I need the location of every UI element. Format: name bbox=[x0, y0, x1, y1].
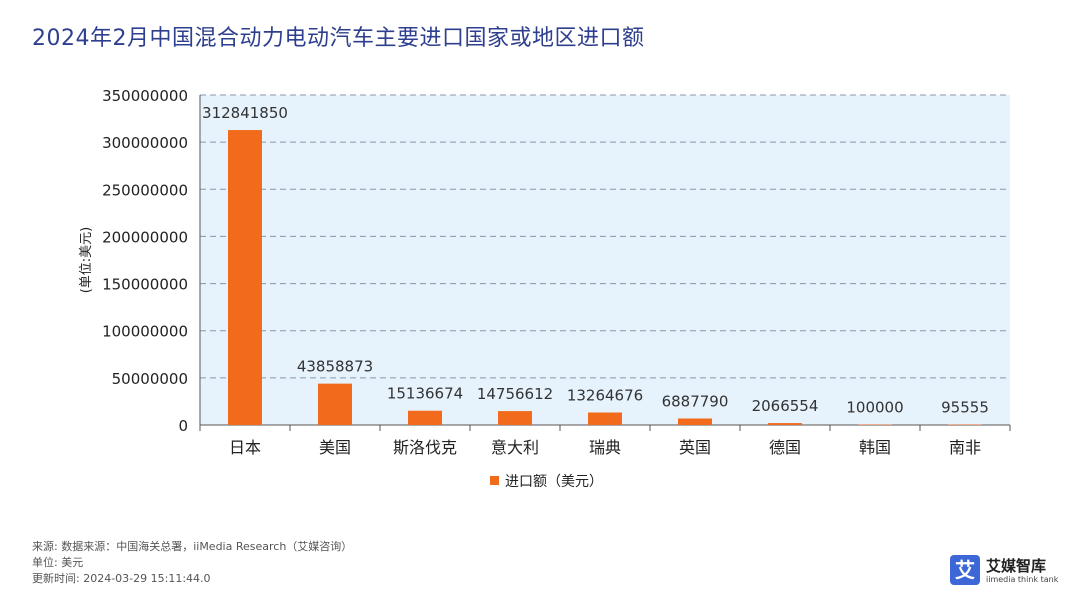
x-tick-label: 德国 bbox=[769, 438, 801, 457]
x-tick-label: 美国 bbox=[319, 438, 351, 457]
bar bbox=[858, 424, 892, 425]
y-tick-label: 300000000 bbox=[102, 134, 188, 152]
data-label: 43858873 bbox=[297, 358, 373, 376]
y-axis-title: (单位:美元) bbox=[79, 227, 94, 294]
logo-mark-icon: 艾 bbox=[950, 555, 980, 585]
bar bbox=[678, 418, 712, 425]
y-tick-label: 0 bbox=[178, 417, 188, 435]
bar bbox=[588, 412, 622, 425]
x-tick-label: 日本 bbox=[229, 438, 261, 457]
y-tick-label: 250000000 bbox=[102, 181, 188, 199]
data-label: 13264676 bbox=[567, 386, 643, 404]
footer-updated: 更新时间: 2024-03-29 15:11:44.0 bbox=[32, 572, 211, 585]
y-tick-label: 350000000 bbox=[102, 87, 188, 105]
bar-chart: 0 50000000 100000000 150000000 200000000 2500… bbox=[79, 87, 1011, 490]
bar bbox=[948, 424, 982, 425]
bar bbox=[408, 410, 442, 425]
data-label: 312841850 bbox=[202, 104, 288, 122]
data-label: 14756612 bbox=[477, 385, 553, 403]
y-tick-label: 100000000 bbox=[102, 323, 188, 341]
bar bbox=[318, 383, 352, 425]
x-tick-label: 斯洛伐克 bbox=[393, 438, 457, 457]
brand-logo: 艾 艾媒智库 iimedia think tank bbox=[950, 555, 1060, 589]
x-tick-label: 英国 bbox=[679, 438, 711, 457]
logo-subtitle: iimedia think tank bbox=[986, 575, 1059, 584]
y-tick-label: 200000000 bbox=[102, 228, 188, 246]
bar bbox=[768, 423, 802, 425]
footer-unit: 单位: 美元 bbox=[32, 556, 84, 569]
legend-swatch bbox=[490, 476, 499, 485]
data-label: 6887790 bbox=[662, 393, 729, 411]
bar bbox=[228, 130, 262, 425]
data-label: 100000 bbox=[846, 399, 903, 417]
x-tick-label: 韩国 bbox=[859, 438, 891, 457]
footer-source: 来源: 数据来源：中国海关总署，iiMedia Research（艾媒咨询） bbox=[32, 540, 353, 553]
y-tick-label: 150000000 bbox=[102, 276, 188, 294]
footer: 来源: 数据来源：中国海关总署，iiMedia Research（艾媒咨询） 单… bbox=[32, 539, 362, 587]
bar bbox=[498, 411, 532, 425]
data-label: 15136674 bbox=[387, 385, 463, 403]
chart-title: 2024年2月中国混合动力电动汽车主要进口国家或地区进口额 bbox=[32, 26, 645, 51]
x-tick-label: 瑞典 bbox=[589, 438, 621, 457]
data-label: 95555 bbox=[941, 399, 989, 417]
x-tick-label: 南非 bbox=[949, 438, 981, 457]
logo-name: 艾媒智库 bbox=[986, 557, 1047, 575]
y-tick-label: 50000000 bbox=[112, 370, 188, 388]
legend-label: 进口额（美元） bbox=[505, 474, 603, 490]
data-label: 2066554 bbox=[752, 397, 819, 415]
plot-background bbox=[200, 95, 1010, 425]
x-tick-label: 意大利 bbox=[491, 438, 539, 457]
